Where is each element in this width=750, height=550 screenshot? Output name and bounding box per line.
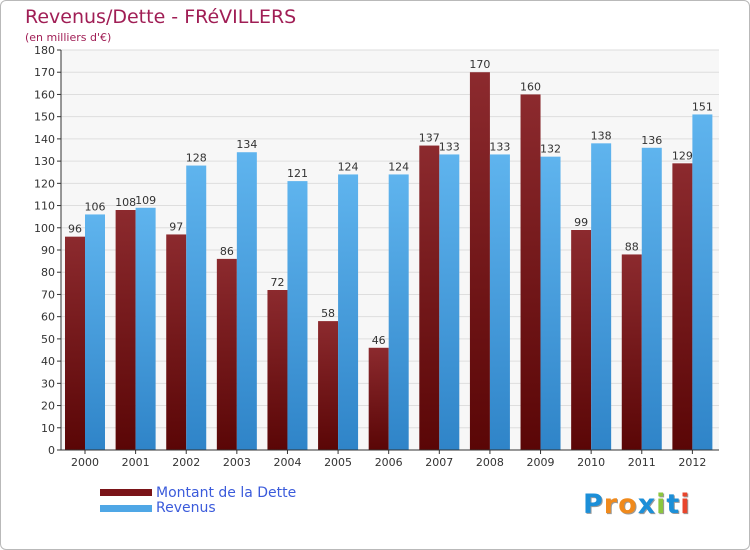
bar-revenus: [186, 165, 207, 451]
x-tick-label: 2007: [425, 456, 453, 469]
y-tick-label: 120: [34, 177, 55, 190]
y-tick-label: 40: [41, 355, 55, 368]
x-axis-ticks: 2000 2001 2002 2003 2004 2005 2006 2007 2008 2009…: [71, 450, 706, 469]
chart-title: Revenus/Dette - FRéVILLERS: [25, 6, 297, 28]
bar-revenus: [641, 147, 662, 450]
value-label: 99: [574, 216, 588, 229]
bar-revenus: [388, 174, 409, 450]
value-label: 133: [489, 140, 510, 153]
y-tick-label: 50: [41, 333, 55, 346]
bar-dette: [65, 236, 85, 450]
y-axis-ticks: 0 10 20 30 40 50 60 70 80 90 100 110 120 130 140 150 160…: [34, 44, 61, 457]
bar-revenus: [692, 114, 713, 450]
x-tick-label: 2001: [122, 456, 150, 469]
bar-dette: [419, 145, 440, 451]
value-label: 151: [692, 100, 713, 113]
y-tick-label: 130: [34, 155, 55, 168]
x-tick-label: 2008: [476, 456, 504, 469]
bar-dette: [520, 94, 541, 450]
bar-dette: [216, 258, 237, 450]
y-tick-label: 0: [48, 444, 55, 457]
x-tick-label: 2000: [71, 456, 99, 469]
y-tick-label: 110: [34, 200, 55, 213]
y-tick-label: 80: [41, 266, 55, 279]
x-tick-label: 2002: [172, 456, 200, 469]
bar-revenus: [338, 174, 359, 450]
value-label: 72: [270, 276, 284, 289]
value-label: 160: [520, 80, 541, 93]
x-tick-label: 2012: [678, 456, 706, 469]
y-tick-label: 20: [41, 400, 55, 413]
bar-dette: [166, 234, 187, 450]
value-label: 136: [641, 134, 662, 147]
x-tick-label: 2009: [527, 456, 555, 469]
bar-revenus: [489, 154, 510, 450]
x-tick-label: 2011: [628, 456, 656, 469]
value-label: 137: [419, 132, 440, 145]
bar-dette: [368, 347, 389, 450]
proxiti-logo: Proxiti: [583, 489, 691, 520]
bar-revenus: [135, 207, 156, 450]
legend-swatch-revenus: [100, 505, 152, 512]
legend-label-revenus: Revenus: [156, 500, 216, 516]
bar-dette: [571, 230, 592, 450]
bar-dette: [115, 210, 136, 450]
y-tick-label: 150: [34, 111, 55, 124]
value-label: 88: [625, 240, 639, 253]
value-label: 106: [85, 200, 106, 213]
value-label: 58: [321, 307, 335, 320]
x-tick-label: 2004: [273, 456, 301, 469]
value-label: 86: [220, 245, 234, 258]
value-label: 97: [169, 220, 183, 233]
x-tick-label: 2003: [223, 456, 251, 469]
y-tick-label: 70: [41, 288, 55, 301]
bars: [65, 72, 713, 451]
y-tick-label: 170: [34, 66, 55, 79]
bar-dette: [267, 290, 288, 450]
value-label: 129: [672, 149, 693, 162]
value-label: 121: [287, 167, 308, 180]
y-tick-label: 160: [34, 88, 55, 101]
bar-revenus: [85, 214, 105, 450]
bar-dette: [318, 321, 339, 450]
chart-subtitle: (en milliers d'€): [25, 31, 112, 44]
value-label: 46: [372, 334, 386, 347]
legend-label-dette: Montant de la Dette: [156, 485, 297, 501]
value-label: 138: [591, 129, 612, 142]
bar-revenus: [439, 154, 460, 450]
value-label: 109: [135, 194, 156, 207]
bar-dette: [469, 72, 490, 450]
value-label: 134: [236, 138, 257, 151]
y-tick-label: 140: [34, 133, 55, 146]
value-label: 128: [186, 152, 207, 165]
y-tick-label: 180: [34, 44, 55, 57]
value-label: 124: [388, 160, 409, 173]
value-label: 96: [68, 223, 82, 236]
y-tick-label: 90: [41, 244, 55, 257]
value-label: 133: [439, 140, 460, 153]
bar-revenus: [236, 152, 257, 450]
bar-revenus: [540, 156, 561, 450]
legend-swatch-dette: [100, 489, 152, 496]
x-tick-label: 2006: [375, 456, 403, 469]
bar-dette: [672, 163, 693, 451]
value-label: 108: [115, 196, 136, 209]
value-label: 124: [338, 160, 359, 173]
x-tick-label: 2005: [324, 456, 352, 469]
y-tick-label: 100: [34, 222, 55, 235]
bar-revenus: [591, 143, 612, 451]
x-tick-label: 2010: [577, 456, 605, 469]
bar-dette: [621, 254, 642, 450]
value-label: 132: [540, 143, 561, 156]
y-tick-label: 10: [41, 422, 55, 435]
value-label: 170: [469, 58, 490, 71]
y-tick-label: 30: [41, 377, 55, 390]
y-tick-label: 60: [41, 311, 55, 324]
bar-revenus: [287, 181, 308, 450]
